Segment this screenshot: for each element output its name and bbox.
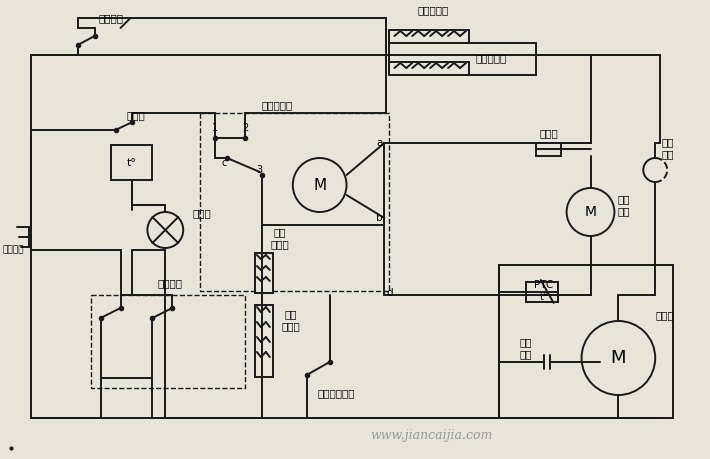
Text: 双金属片开关: 双金属片开关	[318, 388, 355, 398]
Circle shape	[148, 212, 183, 248]
Text: 按钮开关: 按钮开关	[158, 278, 182, 288]
Text: 化霜
加热丝: 化霜 加热丝	[281, 309, 300, 331]
Text: M: M	[313, 178, 326, 192]
Bar	[499, 265, 673, 418]
Bar	[111, 145, 153, 180]
Text: a: a	[376, 138, 383, 148]
Text: 冬用加热器: 冬用加热器	[417, 5, 449, 15]
Text: d: d	[386, 288, 393, 298]
Text: 温控加热器: 温控加热器	[475, 53, 506, 63]
Text: 3: 3	[256, 165, 262, 175]
Text: 温控器: 温控器	[126, 110, 145, 120]
Bar	[200, 113, 389, 291]
Text: 1: 1	[212, 123, 218, 133]
Bar	[255, 305, 273, 377]
Bar	[389, 62, 469, 75]
Text: 风扇
电机: 风扇 电机	[617, 194, 630, 216]
Bar	[536, 143, 561, 156]
Bar	[389, 30, 469, 43]
Text: 热继
电器: 热继 电器	[662, 137, 674, 159]
Text: PTC: PTC	[534, 280, 553, 290]
Text: 熔断器: 熔断器	[540, 128, 558, 138]
Circle shape	[581, 321, 655, 395]
Text: b: b	[376, 213, 383, 223]
Bar	[255, 253, 273, 293]
Bar	[91, 295, 245, 388]
Text: 切换开关: 切换开关	[98, 13, 123, 23]
Text: t°: t°	[126, 158, 136, 168]
Circle shape	[293, 158, 346, 212]
Text: 启动
电容: 启动 电容	[520, 337, 532, 359]
Text: M: M	[584, 205, 596, 219]
Text: 电源插头: 电源插头	[2, 246, 23, 254]
Bar	[526, 282, 557, 302]
Text: www.jiancaijia.com: www.jiancaijia.com	[370, 429, 492, 442]
Text: M: M	[611, 349, 626, 367]
Text: 压缩机: 压缩机	[656, 310, 674, 320]
Circle shape	[567, 188, 614, 236]
Text: 化霜定时器: 化霜定时器	[261, 100, 293, 110]
Text: 照明灯: 照明灯	[193, 208, 212, 218]
Text: c: c	[222, 158, 226, 168]
Text: 温度
熔断器: 温度 熔断器	[271, 227, 289, 249]
Text: t°: t°	[540, 292, 548, 302]
Text: 2: 2	[242, 123, 248, 133]
